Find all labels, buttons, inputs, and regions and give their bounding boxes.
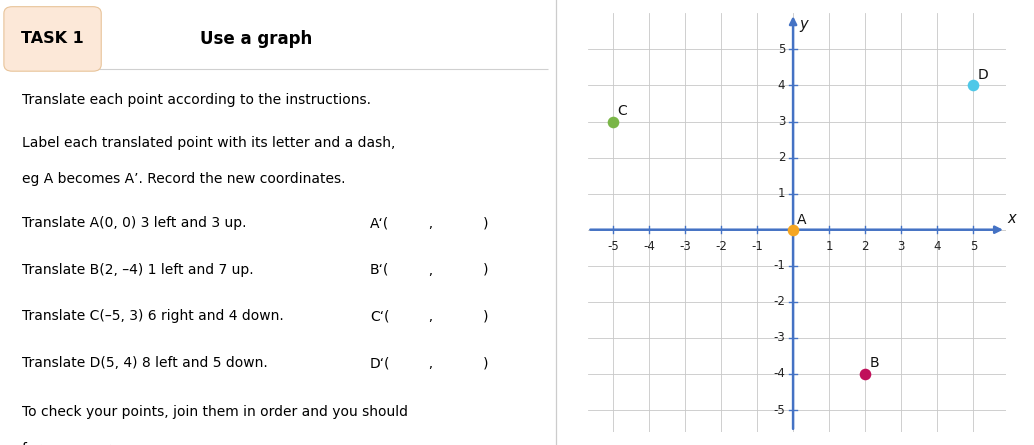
Text: C: C [617, 104, 627, 118]
Text: -3: -3 [773, 332, 785, 344]
Text: A: A [797, 213, 807, 227]
Text: Label each translated point with its letter and a dash,: Label each translated point with its let… [23, 136, 396, 150]
Text: ): ) [470, 216, 489, 230]
Text: -4: -4 [773, 368, 785, 380]
Text: D: D [978, 68, 989, 82]
Text: -2: -2 [716, 240, 727, 253]
Text: 5: 5 [970, 240, 977, 253]
Text: ,: , [420, 263, 433, 277]
Text: ): ) [470, 356, 489, 370]
FancyBboxPatch shape [4, 7, 101, 71]
Text: y: y [799, 17, 808, 32]
Text: A‘(: A‘( [370, 216, 389, 230]
Text: ): ) [470, 309, 489, 324]
Text: Use a graph: Use a graph [200, 30, 312, 48]
Text: ,: , [420, 216, 433, 230]
Point [785, 226, 801, 233]
Text: Translate D(5, 4) 8 left and 5 down.: Translate D(5, 4) 8 left and 5 down. [23, 356, 268, 370]
Text: -1: -1 [773, 259, 785, 272]
Text: 2: 2 [861, 240, 869, 253]
Point [605, 118, 621, 125]
Text: Translate B(2, –4) 1 left and 7 up.: Translate B(2, –4) 1 left and 7 up. [23, 263, 254, 277]
Text: 3: 3 [898, 240, 905, 253]
Text: Translate each point according to the instructions.: Translate each point according to the in… [23, 93, 371, 107]
Text: 3: 3 [778, 115, 785, 128]
Point [857, 370, 874, 377]
Text: B‘(: B‘( [370, 263, 390, 277]
Text: eg A becomes A’. Record the new coordinates.: eg A becomes A’. Record the new coordina… [23, 172, 345, 186]
Text: form a square.: form a square. [23, 442, 124, 445]
Text: ): ) [470, 263, 489, 277]
Text: 2: 2 [778, 151, 785, 164]
Text: TASK 1: TASK 1 [21, 32, 84, 46]
Point [965, 82, 981, 89]
Text: To check your points, join them in order and you should: To check your points, join them in order… [23, 405, 408, 419]
Text: 1: 1 [778, 187, 785, 200]
Text: ,: , [420, 309, 433, 324]
Text: C‘(: C‘( [370, 309, 390, 324]
Text: x: x [1008, 210, 1016, 226]
Text: 4: 4 [778, 79, 785, 92]
Text: B: B [870, 356, 879, 370]
Text: -5: -5 [607, 240, 618, 253]
Text: -4: -4 [643, 240, 655, 253]
Text: ,: , [420, 356, 433, 370]
Text: Translate A(0, 0) 3 left and 3 up.: Translate A(0, 0) 3 left and 3 up. [23, 216, 247, 230]
Text: -3: -3 [679, 240, 691, 253]
Text: -2: -2 [773, 295, 785, 308]
Text: D‘(: D‘( [370, 356, 391, 370]
Text: 5: 5 [778, 43, 785, 56]
Text: 4: 4 [934, 240, 941, 253]
Text: -1: -1 [751, 240, 763, 253]
Text: Translate C(–5, 3) 6 right and 4 down.: Translate C(–5, 3) 6 right and 4 down. [23, 309, 284, 324]
Text: -5: -5 [773, 404, 785, 417]
Text: 1: 1 [825, 240, 833, 253]
